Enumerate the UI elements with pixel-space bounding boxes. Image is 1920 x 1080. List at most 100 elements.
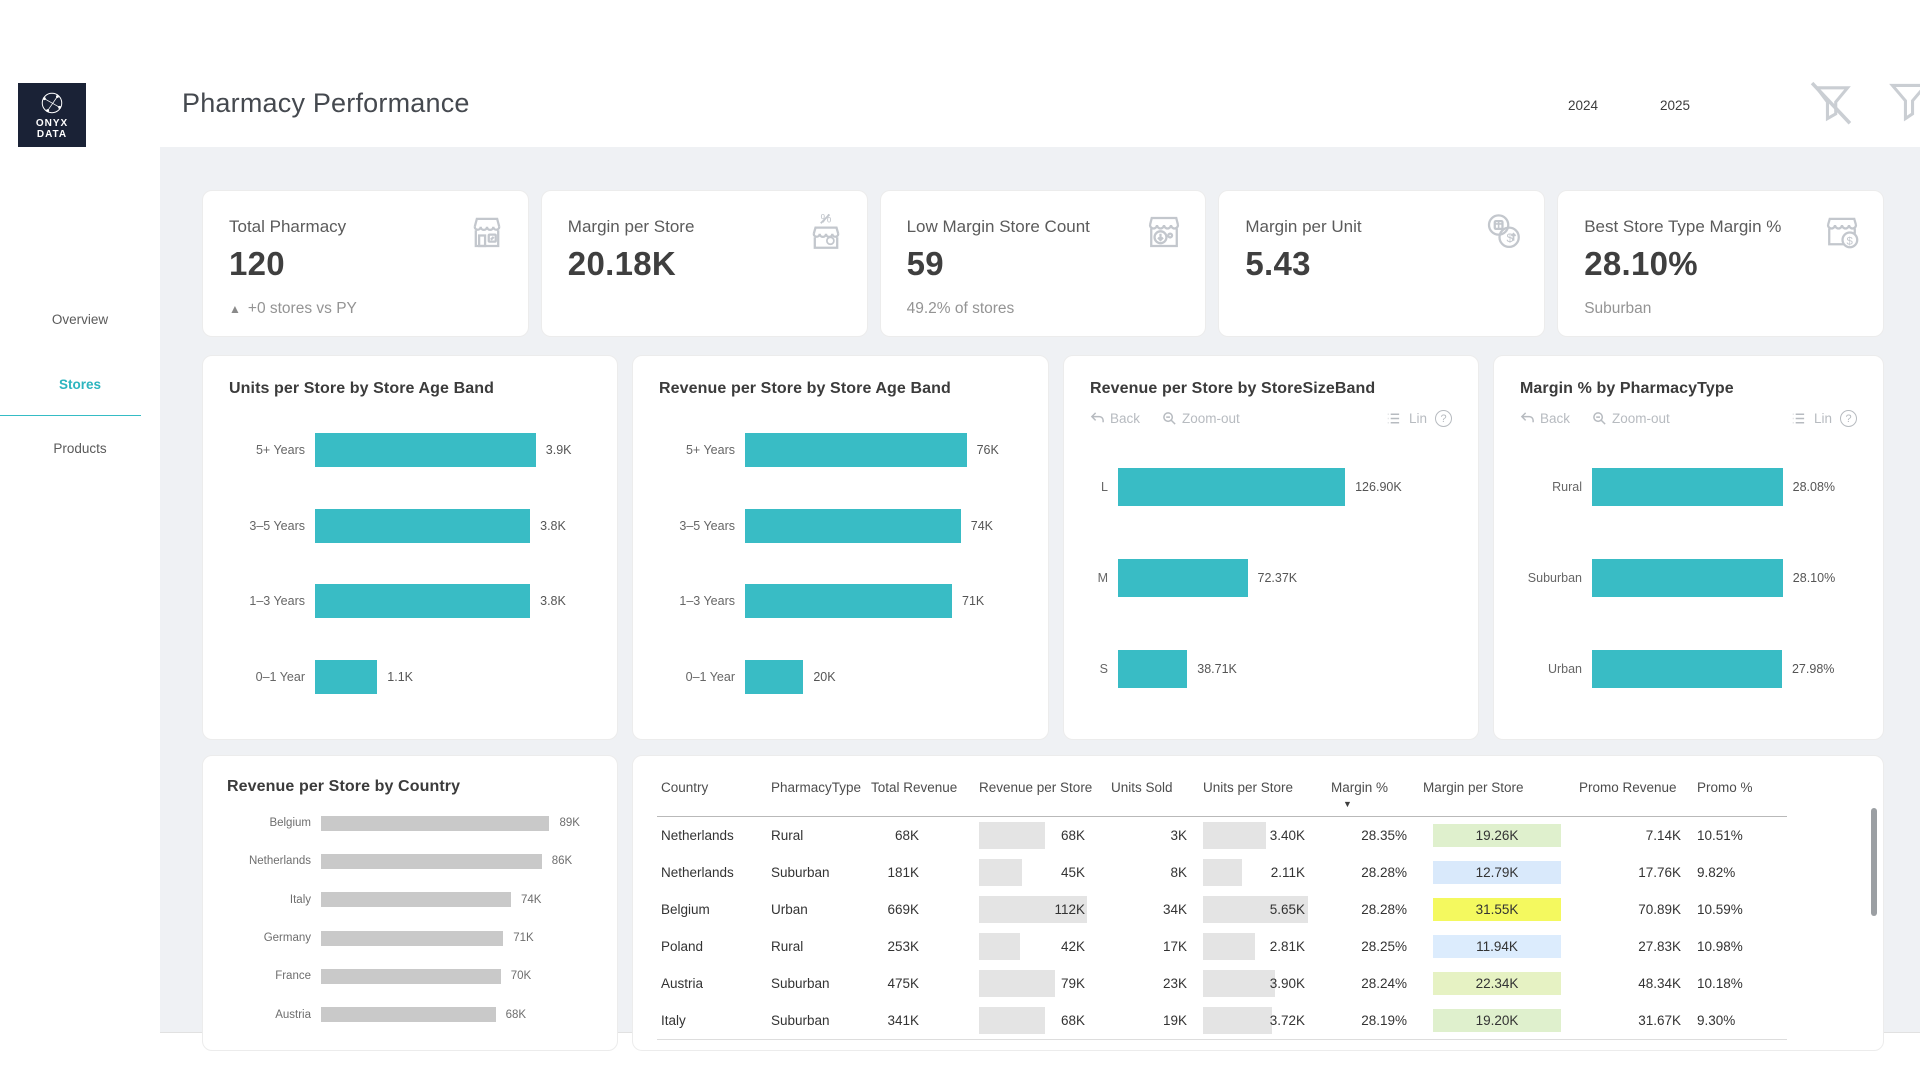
- cell-promo-revenue: 17.76K: [1638, 865, 1681, 880]
- bar-value-label: 74K: [970, 518, 994, 533]
- table-row[interactable]: Belgium Urban 669K 112K 34K 5.65K 28.28% 31.55K…: [657, 891, 1787, 928]
- column-header-pharmacytype[interactable]: PharmacyType: [767, 776, 867, 817]
- lin-label[interactable]: Lin: [1813, 411, 1832, 426]
- cell-total-revenue: 181K: [887, 865, 919, 880]
- bar[interactable]: [321, 930, 504, 946]
- back-button[interactable]: Back: [1520, 411, 1570, 426]
- cell-pharmacy-type: Rural: [771, 828, 804, 843]
- bar-value-label: 28.10%: [1792, 570, 1836, 585]
- column-header-units-per-store[interactable]: Units per Store: [1199, 776, 1327, 817]
- cell-margin-pct: 28.19%: [1327, 1002, 1419, 1040]
- cell-value: 2.11K: [1270, 865, 1305, 880]
- bar-row: France 70K: [227, 968, 593, 984]
- data-bar: [1203, 1007, 1273, 1034]
- table-row[interactable]: Austria Suburban 475K 79K 23K 3.90K 28.24% 22.3…: [657, 965, 1787, 1002]
- column-header-promo-[interactable]: Promo %: [1693, 776, 1787, 817]
- column-header-revenue-per-store[interactable]: Revenue per Store: [975, 776, 1107, 817]
- bar[interactable]: [1592, 650, 1782, 689]
- sort-descending-icon: ▼: [1343, 799, 1352, 809]
- sidebar-item-stores[interactable]: Stores: [58, 377, 102, 392]
- cell-margin-per-store: 31.55K: [1419, 891, 1575, 928]
- highlighted-cell-value: 19.20K: [1433, 1009, 1561, 1032]
- bar[interactable]: [745, 432, 967, 467]
- chart-title: Revenue per Store by StoreSizeBand: [1090, 380, 1376, 397]
- year-slicer-2025[interactable]: 2025: [1660, 98, 1691, 113]
- bar-category-label: S: [1099, 662, 1108, 677]
- sidebar-item-products[interactable]: Products: [53, 441, 107, 456]
- bar[interactable]: [321, 815, 550, 831]
- bar[interactable]: [321, 968, 501, 984]
- cell-total-revenue: 669K: [887, 902, 919, 917]
- globe-constellation-icon: [41, 92, 63, 114]
- table-row[interactable]: Netherlands Suburban 181K 45K 8K 2.11K 28.28% 1…: [657, 854, 1787, 891]
- kpi-sub-label: +0 stores vs PY: [247, 300, 357, 317]
- list-icon[interactable]: [1791, 411, 1806, 426]
- bar[interactable]: [315, 508, 531, 543]
- bar-track: 89K: [321, 815, 593, 831]
- back-button[interactable]: Back: [1090, 411, 1140, 426]
- bar[interactable]: [1592, 467, 1783, 506]
- bar-row: Rural 28.08%: [1520, 467, 1857, 506]
- chart-toolbar: Back Zoom-out Lin ?: [1090, 410, 1452, 427]
- bar-row: L 126.90K: [1090, 467, 1452, 506]
- column-header-margin-[interactable]: Margin % ▼: [1327, 776, 1419, 817]
- dashboard-canvas: Total Pharmacy 120 ▲ +0 stores vs PY Mar…: [160, 147, 1920, 1051]
- bar-value-label: 86K: [551, 855, 573, 868]
- help-icon[interactable]: ?: [1840, 410, 1857, 427]
- column-header-total-revenue[interactable]: Total Revenue: [867, 776, 975, 817]
- cell-margin-pct: 28.25%: [1361, 939, 1407, 954]
- bar-category-label: 5+ Years: [255, 442, 305, 457]
- zoom-out-button[interactable]: Zoom-out: [1592, 411, 1670, 426]
- cell-margin-per-store: 22.34K: [1419, 965, 1575, 1002]
- column-header-units-sold[interactable]: Units Sold: [1107, 776, 1199, 817]
- cell-promo-pct: 9.82%: [1697, 865, 1736, 880]
- bar[interactable]: [1118, 650, 1188, 689]
- back-arrow-icon: [1520, 412, 1534, 423]
- kpi-subtext: Suburban: [1584, 300, 1651, 318]
- year-slicer-2024[interactable]: 2024: [1568, 98, 1599, 113]
- list-icon[interactable]: [1386, 411, 1401, 426]
- lin-label[interactable]: Lin: [1408, 411, 1427, 426]
- table-row[interactable]: Netherlands Rural 68K 68K 3K 3.40K 28.35% 19.26…: [657, 817, 1787, 855]
- table-scrollbar-thumb[interactable]: [1871, 808, 1877, 916]
- table-row[interactable]: Poland Rural 253K 42K 17K 2.81K 28.25% 11.94K 27…: [657, 928, 1787, 965]
- bar[interactable]: [1118, 467, 1346, 506]
- bar[interactable]: [315, 660, 378, 695]
- cell-value: 3.40K: [1269, 828, 1305, 843]
- cell-units-per-store: 3.40K: [1199, 817, 1327, 855]
- cell-margin-pct: 28.28%: [1361, 902, 1407, 917]
- bar[interactable]: [1592, 558, 1783, 597]
- column-header-country[interactable]: Country: [657, 776, 767, 817]
- bar[interactable]: [321, 853, 542, 869]
- bar[interactable]: [745, 660, 804, 695]
- table-row[interactable]: Italy Suburban 341K 68K 19K 3.72K 28.19% 19.20K…: [657, 1002, 1787, 1040]
- bar-value-label: 72.37K: [1257, 570, 1298, 585]
- column-header-promo-revenue[interactable]: Promo Revenue: [1575, 776, 1693, 817]
- cell-promo-pct: 10.59%: [1697, 902, 1743, 917]
- data-bar: [1203, 896, 1308, 923]
- bar-category-label: 1–3 Years: [249, 594, 305, 609]
- zoom-out-button[interactable]: Zoom-out: [1162, 411, 1240, 426]
- bar-category-label: M: [1097, 570, 1108, 585]
- bar-track: 38.71K: [1118, 650, 1452, 689]
- bar[interactable]: [745, 584, 953, 619]
- cell-promo-pct: 10.51%: [1697, 828, 1743, 843]
- highlighted-cell-value: 22.34K: [1433, 972, 1561, 995]
- kpi-value: 5.43: [1245, 245, 1311, 282]
- bar[interactable]: [321, 1007, 496, 1023]
- column-header-margin-per-store[interactable]: Margin per Store: [1419, 776, 1575, 817]
- bar[interactable]: [321, 892, 511, 908]
- cell-margin-pct: 28.28%: [1361, 865, 1407, 880]
- cell-pharmacy-type: Urban: [771, 902, 808, 917]
- sidebar-item-overview[interactable]: Overview: [51, 312, 109, 327]
- bar-category-label: 3–5 Years: [679, 518, 735, 533]
- help-icon[interactable]: ?: [1435, 410, 1452, 427]
- bar[interactable]: [315, 432, 536, 467]
- bar[interactable]: [745, 508, 961, 543]
- clear-filter-icon[interactable]: [1805, 76, 1857, 132]
- filter-icon[interactable]: [1883, 76, 1920, 132]
- bar[interactable]: [315, 584, 531, 619]
- bar[interactable]: [1118, 558, 1248, 597]
- kpi-label: Low Margin Store Count: [906, 217, 1090, 236]
- bar-row: 1–3 Years 71K: [659, 584, 1022, 619]
